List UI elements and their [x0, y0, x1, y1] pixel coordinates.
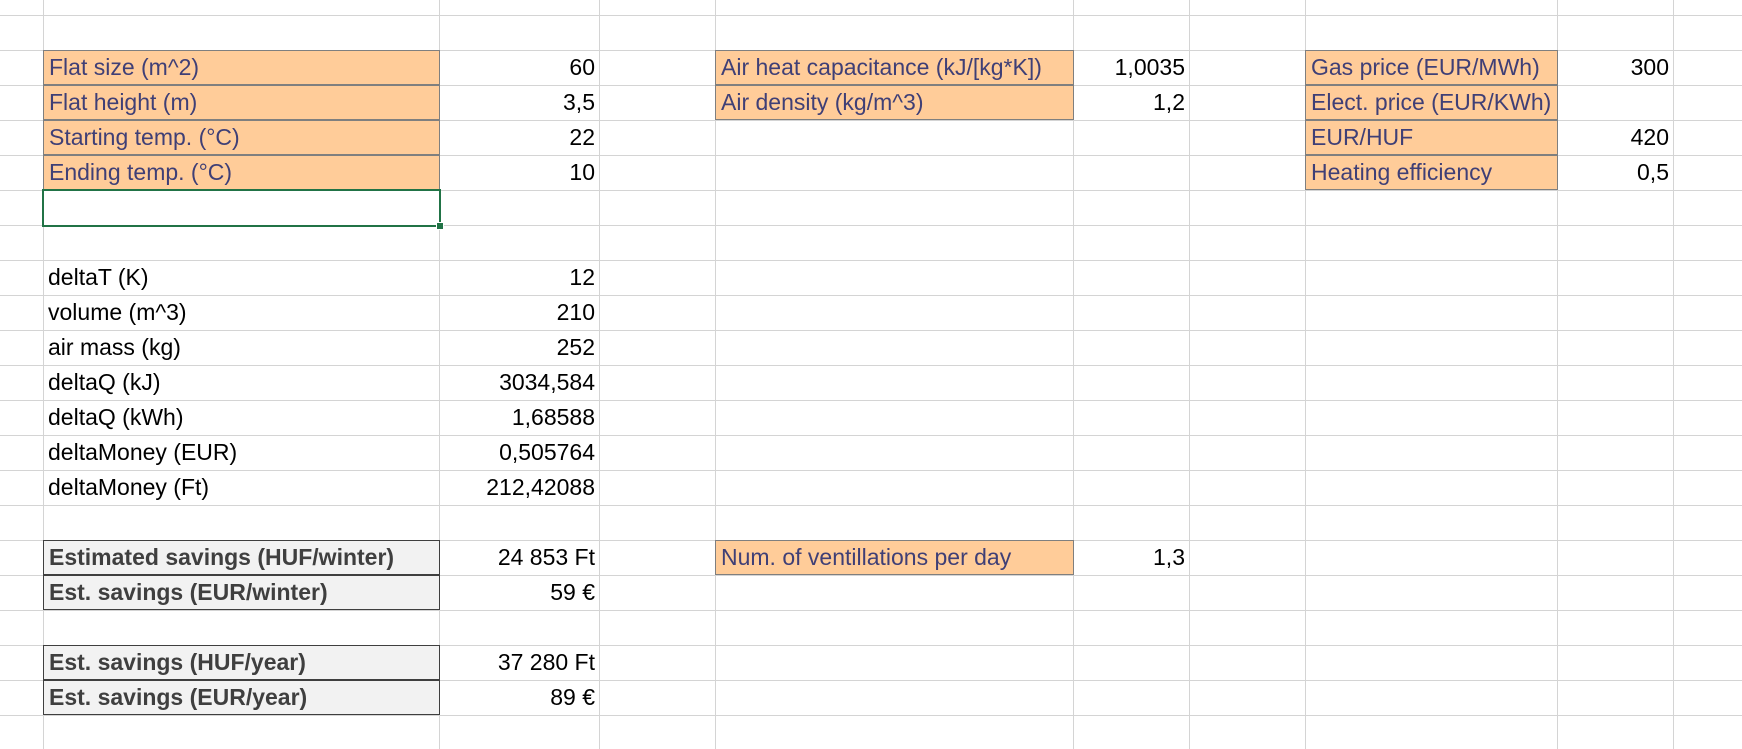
gridline	[0, 575, 1742, 576]
gridline	[0, 295, 1742, 296]
input-label-air-heat-capacitance[interactable]: Air heat capacitance (kJ/[kg*K])	[715, 50, 1074, 85]
output-label-savings-eur-year[interactable]: Est. savings (EUR/year)	[43, 680, 440, 715]
input-value-gas-price[interactable]: 300	[1630, 54, 1669, 80]
input-label-gas-price[interactable]: Gas price (EUR/MWh)	[1305, 50, 1558, 85]
input-label-eur-huf[interactable]: EUR/HUF	[1305, 120, 1558, 155]
gridline	[0, 400, 1742, 401]
gridline	[0, 330, 1742, 331]
output-value-savings-huf-year[interactable]: 37 280 Ft	[497, 649, 595, 675]
input-label-heating-efficiency[interactable]: Heating efficiency	[1305, 155, 1558, 190]
gridline	[1073, 0, 1074, 749]
input-value-flat-size[interactable]: 60	[569, 54, 595, 80]
input-value-ending-temp[interactable]: 10	[569, 159, 595, 185]
gridline	[0, 715, 1742, 716]
calc-label-delta-t[interactable]: deltaT (K)	[48, 264, 149, 290]
input-label-starting-temp[interactable]: Starting temp. (°C)	[43, 120, 440, 155]
calc-value-delta-money-ft[interactable]: 212,42088	[486, 474, 595, 500]
output-value-savings-eur-winter[interactable]: 59 €	[550, 579, 595, 605]
input-value-air-heat-capacitance[interactable]: 1,0035	[1114, 54, 1185, 80]
input-label-flat-size[interactable]: Flat size (m^2)	[43, 50, 440, 85]
calc-label-delta-q-kwh[interactable]: deltaQ (kWh)	[48, 404, 184, 430]
gridline	[599, 0, 600, 749]
gridline	[0, 120, 1742, 121]
gridline	[1305, 0, 1306, 749]
gridline	[0, 15, 1742, 16]
calc-value-delta-t[interactable]: 12	[569, 264, 595, 290]
input-value-air-density[interactable]: 1,2	[1153, 89, 1185, 115]
gridline	[715, 0, 716, 749]
gridline	[0, 260, 1742, 261]
input-label-flat-height[interactable]: Flat height (m)	[43, 85, 440, 120]
gridline	[0, 365, 1742, 366]
calc-label-delta-money-ft[interactable]: deltaMoney (Ft)	[48, 474, 210, 500]
input-label-air-density[interactable]: Air density (kg/m^3)	[715, 85, 1074, 120]
input-label-elect-price[interactable]: Elect. price (EUR/KWh)	[1305, 85, 1558, 120]
gridline	[1673, 0, 1674, 749]
input-value-ventilations-per-day[interactable]: 1,3	[1153, 544, 1185, 570]
gridline	[0, 190, 1742, 191]
gridline	[0, 155, 1742, 156]
input-value-eur-huf[interactable]: 420	[1630, 124, 1669, 150]
input-value-flat-height[interactable]: 3,5	[563, 89, 595, 115]
input-label-ventilations-per-day[interactable]: Num. of ventillations per day	[715, 540, 1074, 575]
gridline	[1189, 0, 1190, 749]
input-value-elect-price[interactable]	[1557, 85, 1674, 120]
calc-label-delta-q-kj[interactable]: deltaQ (kJ)	[48, 369, 161, 395]
calc-label-air-mass[interactable]: air mass (kg)	[48, 334, 181, 360]
calc-value-volume[interactable]: 210	[556, 299, 595, 325]
gridline	[0, 225, 1742, 226]
gridline	[0, 610, 1742, 611]
gridline	[0, 680, 1742, 681]
fill-handle[interactable]	[436, 222, 444, 230]
calc-value-delta-q-kj[interactable]: 3034,584	[499, 369, 595, 395]
gridline	[439, 0, 440, 749]
calc-value-delta-money-eur[interactable]: 0,505764	[499, 439, 595, 465]
input-value-starting-temp[interactable]: 22	[569, 124, 595, 150]
calc-label-volume[interactable]: volume (m^3)	[48, 299, 187, 325]
gridline	[0, 435, 1742, 436]
gridline	[0, 505, 1742, 506]
gridline	[1557, 0, 1558, 749]
output-label-savings-eur-winter[interactable]: Est. savings (EUR/winter)	[43, 575, 440, 610]
calc-label-delta-money-eur[interactable]: deltaMoney (EUR)	[48, 439, 238, 465]
calc-value-air-mass[interactable]: 252	[556, 334, 595, 360]
output-label-savings-huf-year[interactable]: Est. savings (HUF/year)	[43, 645, 440, 680]
calc-value-delta-q-kwh[interactable]: 1,68588	[511, 404, 595, 430]
gridline	[0, 470, 1742, 471]
output-value-savings-huf-winter[interactable]: 24 853 Ft	[497, 544, 595, 570]
selected-cell[interactable]	[42, 189, 441, 227]
output-label-savings-huf-winter[interactable]: Estimated savings (HUF/winter)	[43, 540, 440, 575]
gridline	[43, 0, 44, 749]
input-label-ending-temp[interactable]: Ending temp. (°C)	[43, 155, 440, 190]
input-value-heating-efficiency[interactable]: 0,5	[1637, 159, 1669, 185]
output-value-savings-eur-year[interactable]: 89 €	[550, 684, 595, 710]
gridline	[0, 645, 1742, 646]
